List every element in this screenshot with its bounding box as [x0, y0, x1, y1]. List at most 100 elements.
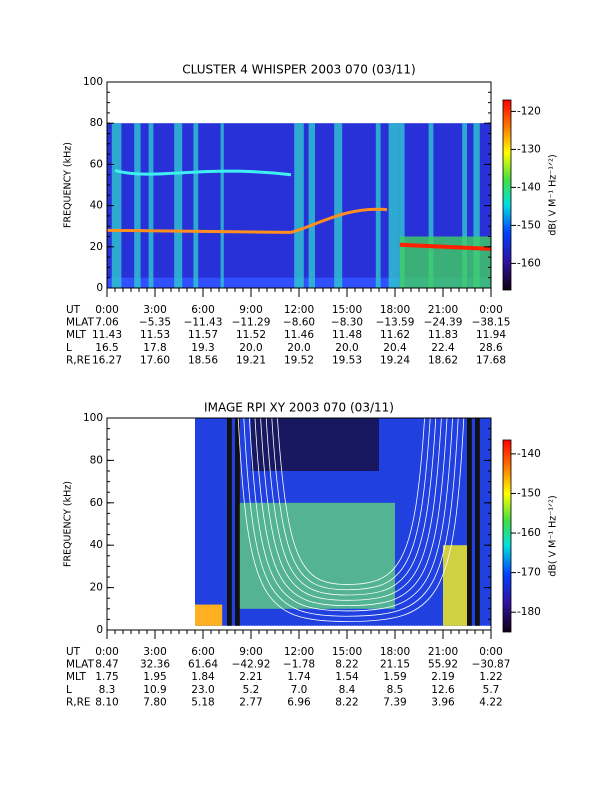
- spectrogram-band: [114, 169, 292, 177]
- ephemeris-value: 1.74: [287, 671, 311, 683]
- colorbar-tick-label: -140: [517, 448, 541, 460]
- ephemeris-value: 6.96: [287, 696, 311, 708]
- x-tick-label: 0:00: [479, 646, 503, 658]
- spectrogram-streak: [475, 418, 480, 626]
- colorbar: [502, 99, 512, 291]
- ephemeris-value: 20.0: [335, 342, 358, 354]
- ephemeris-value: 5.7: [483, 684, 500, 696]
- ephemeris-value: −8.30: [331, 317, 363, 329]
- ephemeris-value: 11.94: [476, 329, 506, 341]
- spectrogram-streak: [388, 123, 399, 288]
- y-tick-label: 20: [90, 582, 103, 594]
- spectrogram-floor: [443, 545, 467, 626]
- x-tick-label: 6:00: [191, 646, 215, 658]
- ephemeris-value: 1.22: [479, 671, 502, 683]
- spectrogram-streak: [375, 123, 381, 288]
- x-tick-label: 21:00: [428, 646, 458, 658]
- spectrogram-streak: [294, 123, 304, 288]
- x-tick-label: 15:00: [332, 304, 362, 316]
- plasma-curve: [265, 417, 437, 596]
- ephemeris-value: 1.75: [95, 671, 118, 683]
- ephemeris-value: 1.59: [383, 671, 406, 683]
- ephemeris-value: 11.53: [140, 329, 170, 341]
- ephemeris-value: 7.80: [143, 696, 166, 708]
- ephemeris-row-label: MLT: [66, 329, 86, 341]
- ephemeris-value: 18.62: [428, 354, 458, 366]
- ephemeris-row-label: L: [66, 342, 72, 354]
- ephemeris-value: 8.5: [387, 684, 404, 696]
- colorbar-tick-label: -160: [517, 257, 541, 269]
- spectrogram-streak: [174, 123, 183, 288]
- x-tick-label: 12:00: [284, 304, 314, 316]
- ephemeris-value: 11.48: [332, 329, 362, 341]
- ephemeris-value: 3.96: [431, 696, 455, 708]
- ephemeris-value: 5.2: [243, 684, 260, 696]
- chart-title: CLUSTER 4 WHISPER 2003 070 (03/11): [182, 63, 415, 77]
- ephemeris-value: 1.95: [143, 671, 166, 683]
- spectrogram-streak: [334, 123, 343, 288]
- ephemeris-value: −1.78: [283, 659, 315, 671]
- chart-title: IMAGE RPI XY 2003 070 (03/11): [204, 401, 394, 415]
- y-tick-label: 60: [90, 497, 103, 509]
- ephemeris-value: 19.3: [191, 342, 214, 354]
- ephemeris-value: 11.62: [380, 329, 410, 341]
- ephemeris-value: 61.64: [188, 659, 218, 671]
- colorbar: [502, 439, 512, 633]
- colorbar-tick-label: -160: [517, 527, 541, 539]
- ephemeris-value: 19.24: [380, 354, 410, 366]
- y-tick-label: 100: [83, 76, 103, 88]
- y-tick-label: 60: [90, 158, 103, 170]
- ephemeris-value: 8.22: [335, 696, 358, 708]
- plasma-curve: [254, 417, 448, 607]
- spectrogram-streak: [235, 418, 240, 626]
- ephemeris-value: 16.5: [95, 342, 118, 354]
- ephemeris-value: 8.10: [95, 696, 118, 708]
- x-tick-label: 9:00: [239, 646, 263, 658]
- ephemeris-value: 11.83: [428, 329, 458, 341]
- ephemeris-value: 11.46: [284, 329, 314, 341]
- ephemeris-value: −24.39: [424, 317, 463, 329]
- x-tick-label: 15:00: [332, 646, 362, 658]
- spectrogram-streak: [227, 418, 232, 626]
- ephemeris-value: 17.8: [143, 342, 166, 354]
- x-tick-label: 3:00: [143, 646, 167, 658]
- colorbar-tick-label: -170: [517, 567, 541, 579]
- spectrogram-streak: [193, 123, 199, 288]
- y-tick-label: 20: [90, 241, 103, 253]
- colorbar-tick-label: -150: [517, 487, 541, 499]
- plasma-curve: [271, 417, 431, 591]
- colorbar-tick-label: -180: [517, 606, 541, 618]
- x-tick-label: 18:00: [380, 646, 410, 658]
- ephemeris-row-label: UT: [66, 646, 81, 658]
- plasma-curve: [277, 417, 425, 585]
- spectrogram-streak: [220, 123, 224, 288]
- y-tick-label: 40: [90, 200, 103, 212]
- y-tick-label: 40: [90, 539, 103, 551]
- spectrogram-streak: [467, 418, 472, 626]
- ephemeris-value: −8.60: [283, 317, 315, 329]
- colorbar-label: dB( V M⁻¹ Hz⁻¹ᐟ²): [548, 495, 559, 576]
- y-tick-label: 100: [83, 412, 103, 424]
- ephemeris-value: 4.22: [479, 696, 502, 708]
- ephemeris-row-label: MLT: [66, 671, 86, 683]
- ephemeris-value: 23.0: [191, 684, 214, 696]
- ephemeris-value: 19.52: [284, 354, 314, 366]
- ephemeris-value: 8.4: [339, 684, 356, 696]
- spectrogram-streak: [462, 123, 467, 288]
- ephemeris-value: 17.60: [140, 354, 170, 366]
- colorbar-tick-label: -130: [517, 143, 541, 155]
- y-tick-label: 80: [90, 117, 103, 129]
- spectrogram-region: [235, 502, 395, 609]
- x-tick-label: 6:00: [191, 304, 215, 316]
- x-tick-label: 0:00: [479, 304, 503, 316]
- ephemeris-value: 10.9: [143, 684, 166, 696]
- ephemeris-value: 2.19: [431, 671, 454, 683]
- ephemeris-row-label: UT: [66, 304, 81, 316]
- ephemeris-value: 19.53: [332, 354, 362, 366]
- ephemeris-value: −5.35: [139, 317, 171, 329]
- ephemeris-value: 18.56: [188, 354, 218, 366]
- colorbar-tick-label: -150: [517, 219, 541, 231]
- ephemeris-value: 1.54: [335, 671, 359, 683]
- ephemeris-value: 22.4: [431, 342, 455, 354]
